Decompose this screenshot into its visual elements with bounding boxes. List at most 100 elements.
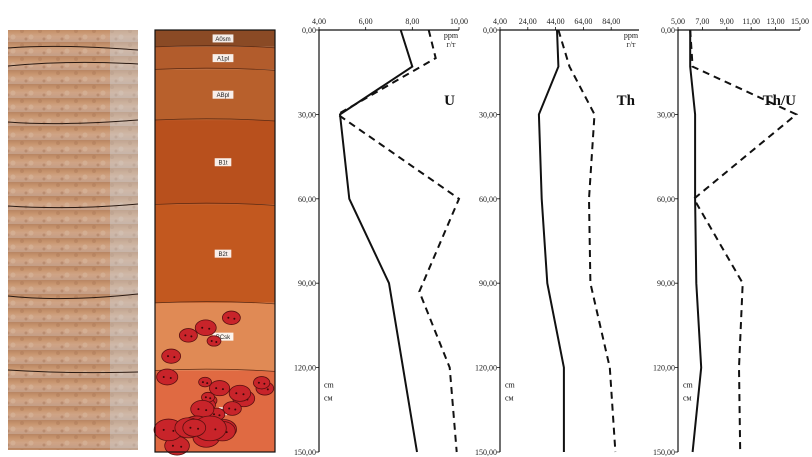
y-tick-label: 90,00 — [479, 279, 497, 288]
x-tick-label: 4,00 — [493, 17, 507, 26]
y-tick-label: 150,00 — [653, 448, 675, 457]
y-tick-label: 30,00 — [298, 110, 316, 119]
carbonate-nodule — [228, 384, 252, 402]
y-tick-label: 0,00 — [661, 26, 675, 35]
x-tick-label: 7,00 — [695, 17, 709, 26]
horizon-label-bcsk: BCsk — [216, 335, 231, 341]
horizon-label-b2t: B2t — [218, 252, 227, 258]
x-tick-label: 13,00 — [767, 17, 785, 26]
y-tick-label: 150,00 — [294, 448, 316, 457]
depth-unit-label: см — [683, 394, 692, 403]
unit-ppm: ppm — [624, 31, 639, 40]
nodule-dot — [210, 339, 213, 342]
nodule-dot — [234, 408, 237, 411]
depth-unit-label: cm — [505, 381, 516, 390]
y-tick-label: 120,00 — [653, 364, 675, 373]
nodule-dot — [215, 340, 218, 343]
series-dashed — [557, 29, 617, 453]
series-solid — [537, 29, 565, 452]
horizon-label-abpl: ABpl — [217, 93, 230, 99]
series-solid — [338, 29, 418, 453]
horizon-label-box — [212, 90, 234, 99]
horizon-boundary — [154, 301, 276, 305]
depth-unit-label: см — [505, 394, 514, 403]
x-tick-label: 64,00 — [574, 17, 592, 26]
carbonate-nodule — [206, 335, 222, 347]
nodule-dot — [171, 444, 174, 447]
nodule-dot — [257, 381, 260, 384]
carbonate-nodule — [209, 380, 231, 397]
nodule-dot — [162, 376, 165, 379]
nodule-dot — [209, 397, 212, 400]
x-tick-label: 11,00 — [742, 17, 760, 26]
y-tick-label: 60,00 — [479, 195, 497, 204]
nodule-dot — [197, 408, 200, 411]
soil-profile-photo — [7, 30, 139, 450]
carbonate-nodule — [182, 418, 207, 437]
nodule-dot — [233, 317, 236, 320]
depth-unit-label: см — [324, 394, 333, 403]
horizon-boundary — [154, 67, 276, 71]
nodule-dot — [201, 326, 204, 329]
carbonate-nodule — [222, 401, 242, 416]
x-tick-label: 84,00 — [602, 17, 620, 26]
y-tick-label: 60,00 — [298, 195, 316, 204]
x-tick-label: 15,00 — [791, 17, 809, 26]
charts: 4,00 6,00 8,00 10,00 0,00 30,00 60,00 90,00 120,… — [294, 17, 809, 457]
nodule-dot — [208, 327, 211, 330]
nodule-dot — [206, 382, 209, 385]
carbonate-nodule — [253, 376, 271, 390]
unit-gt: г/т — [627, 40, 637, 49]
y-tick-label: 90,00 — [657, 279, 675, 288]
nodule-dot — [263, 382, 266, 385]
unit-gt: г/т — [447, 40, 457, 49]
nodule-dot — [189, 426, 192, 429]
chart-th: 4,00 24,00 44,00 64,00 84,00 0,00 30,00 60,00 90… — [475, 17, 639, 457]
nodule-dot — [172, 429, 175, 432]
y-tick-label: 60,00 — [657, 195, 675, 204]
horizon-label-box — [212, 54, 234, 63]
nodule-dot — [201, 381, 204, 384]
y-tick-label: 0,00 — [483, 26, 497, 35]
nodule-dot — [167, 355, 170, 358]
nodule-dot — [205, 409, 208, 412]
x-tick-label: 4,00 — [312, 17, 326, 26]
chart-title: Th — [617, 93, 636, 109]
depth-unit-label: cm — [324, 381, 335, 390]
nodule-dot — [218, 414, 221, 417]
horizon-boundary — [154, 118, 276, 122]
y-tick-label: 150,00 — [475, 448, 497, 457]
nodule-dot — [197, 427, 200, 430]
nodule-dot — [184, 334, 187, 337]
chart-title: Th/U — [763, 93, 797, 109]
unit-ppm: ppm — [444, 31, 459, 40]
carbonate-nodule — [156, 368, 179, 386]
horizon-label-a1pl: A1pl — [217, 57, 229, 63]
carbonate-nodule — [190, 400, 215, 419]
nodule-dot — [266, 388, 269, 391]
horizon-label-box — [214, 249, 232, 258]
nodule-dot — [190, 335, 193, 338]
depth-unit-label: cm — [683, 381, 694, 390]
chart-title: U — [444, 93, 455, 109]
y-tick-label: 120,00 — [475, 364, 497, 373]
carbonate-nodule — [194, 319, 217, 337]
horizon-boundary — [154, 202, 276, 206]
horizon-label-box — [212, 34, 234, 43]
nodule-dot — [228, 407, 231, 410]
x-tick-label: 9,00 — [720, 17, 734, 26]
nodule-dot — [180, 445, 183, 448]
series-dashed — [689, 29, 799, 453]
nodule-dot — [169, 377, 172, 380]
horizon-boundary — [154, 45, 276, 49]
y-tick-label: 30,00 — [479, 110, 497, 119]
y-tick-label: 120,00 — [294, 364, 316, 373]
nodule-dot — [173, 356, 176, 359]
horizon-label-box — [214, 158, 232, 167]
y-tick-label: 90,00 — [298, 279, 316, 288]
y-tick-label: 30,00 — [657, 110, 675, 119]
nodule-dot — [242, 393, 245, 396]
horizon-label-b1t: B1t — [218, 161, 227, 167]
x-tick-label: 24,00 — [519, 17, 537, 26]
